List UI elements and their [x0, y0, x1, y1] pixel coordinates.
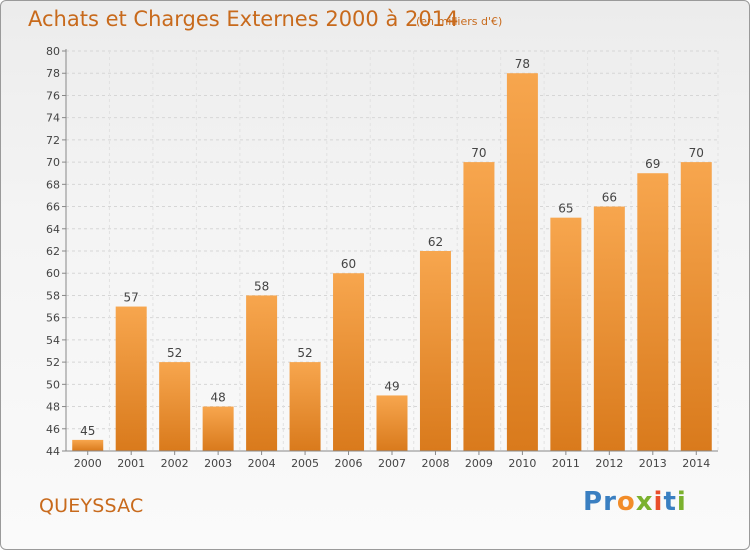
x-tick-label: 2007: [378, 457, 406, 470]
data-label: 52: [297, 346, 312, 360]
bar: [593, 206, 625, 451]
logo-letter: x: [635, 487, 654, 517]
bar: [115, 306, 147, 451]
bar: [289, 362, 321, 451]
x-tick-label: 2014: [682, 457, 710, 470]
x-tick-label: 2005: [291, 457, 319, 470]
data-label: 62: [428, 235, 443, 249]
data-label: 45: [80, 424, 95, 438]
commune-name: QUEYSSAC: [39, 495, 144, 517]
x-tick-label: 2002: [161, 457, 189, 470]
data-label: 49: [384, 379, 399, 393]
x-tick-label: 2011: [552, 457, 580, 470]
bar: [463, 162, 495, 451]
logo-letter: r: [603, 487, 617, 517]
x-tick-label: 2000: [74, 457, 102, 470]
bar: [506, 73, 538, 451]
bar: [202, 406, 234, 451]
x-tick-label: 2001: [117, 457, 145, 470]
y-tick-label: 54: [46, 334, 60, 347]
y-tick-label: 50: [46, 378, 60, 391]
y-tick-label: 70: [46, 156, 60, 169]
data-label: 69: [645, 157, 660, 171]
x-tick-label: 2008: [421, 457, 449, 470]
y-tick-label: 60: [46, 267, 60, 280]
bar: [246, 295, 278, 451]
y-tick-label: 64: [46, 223, 60, 236]
y-tick-label: 44: [46, 445, 60, 458]
data-label: 57: [124, 291, 139, 305]
logo-letter: i: [676, 487, 687, 517]
y-tick-label: 76: [46, 89, 60, 102]
proxiti-logo[interactable]: Proxiti: [583, 487, 687, 517]
y-tick-label: 52: [46, 356, 60, 369]
x-tick-label: 2009: [465, 457, 493, 470]
y-tick-label: 78: [46, 67, 60, 80]
data-label: 48: [210, 391, 225, 405]
data-label: 70: [471, 146, 486, 160]
data-label: 52: [167, 346, 182, 360]
bar: [72, 439, 104, 451]
x-tick-label: 2004: [248, 457, 276, 470]
y-tick-label: 62: [46, 245, 60, 258]
logo-letter: t: [663, 487, 677, 517]
y-tick-label: 48: [46, 401, 60, 414]
x-tick-label: 2012: [595, 457, 623, 470]
y-tick-label: 74: [46, 112, 60, 125]
y-tick-label: 72: [46, 134, 60, 147]
unit-label: (en milliers d'€): [416, 15, 503, 28]
chart-title: Achats et Charges Externes 2000 à 2014: [28, 7, 459, 31]
y-tick-label: 68: [46, 178, 60, 191]
axis-layer: 44 46 48 50 52 54 56 58 60 62 64 66 68 70 72 74 76 78 80 20…: [46, 45, 718, 470]
data-label: 65: [558, 202, 573, 216]
logo-letter: P: [583, 487, 604, 517]
logo-letter: i: [653, 487, 664, 517]
data-label: 66: [602, 191, 617, 205]
logo-letter: o: [616, 487, 636, 517]
bar-chart: 45 57 52 48 58 52 60 49 62 70 78 65 66 69 70 44 46 48 50 5…: [46, 45, 719, 470]
bar: [680, 162, 712, 451]
data-label: 70: [689, 146, 704, 160]
y-tick-label: 46: [46, 423, 60, 436]
bar: [159, 362, 191, 451]
x-tick-label: 2013: [639, 457, 667, 470]
bar: [333, 273, 365, 451]
bar: [637, 173, 669, 451]
data-label: 60: [341, 257, 356, 271]
x-tick-label: 2003: [204, 457, 232, 470]
y-tick-label: 58: [46, 289, 60, 302]
bar: [376, 395, 408, 451]
y-tick-label: 56: [46, 312, 60, 325]
x-tick-label: 2006: [335, 457, 363, 470]
data-label: 58: [254, 279, 269, 293]
bar: [550, 217, 582, 451]
y-tick-label: 66: [46, 201, 60, 214]
x-tick-label: 2010: [508, 457, 536, 470]
data-label: 78: [515, 57, 530, 71]
y-tick-label: 80: [46, 45, 60, 58]
bar: [419, 251, 451, 451]
bars-layer: 45 57 52 48 58 52 60 49 62 70 78 65 66 69 70: [72, 57, 712, 451]
